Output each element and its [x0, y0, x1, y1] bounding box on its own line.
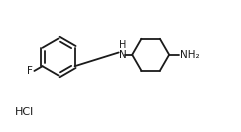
Text: F: F [27, 66, 33, 76]
Text: H: H [119, 40, 127, 50]
Text: NH₂: NH₂ [180, 50, 200, 60]
Text: N: N [119, 50, 127, 60]
Text: HCl: HCl [15, 107, 34, 117]
